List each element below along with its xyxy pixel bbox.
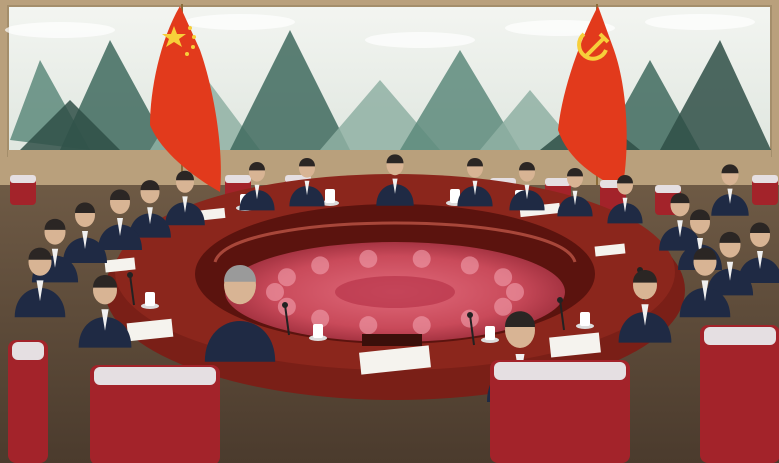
person <box>457 158 493 207</box>
person <box>376 154 414 206</box>
person <box>711 164 749 216</box>
person <box>165 170 205 226</box>
hammer-sickle-icon <box>577 32 610 61</box>
landscape-mural <box>5 5 772 178</box>
person <box>129 180 171 238</box>
participants <box>14 154 779 402</box>
person <box>98 189 142 250</box>
person <box>659 193 701 251</box>
foreground-chairs <box>8 325 779 463</box>
table-items <box>104 189 645 375</box>
person <box>289 158 325 207</box>
person <box>679 247 731 318</box>
person <box>63 202 107 263</box>
national-flag <box>150 4 221 192</box>
person <box>14 247 66 318</box>
star-icon <box>162 26 186 47</box>
person <box>607 175 643 224</box>
party-flag <box>558 4 627 190</box>
person <box>78 275 132 348</box>
person <box>738 222 779 283</box>
person <box>557 168 593 217</box>
person <box>204 265 276 362</box>
person <box>509 162 545 211</box>
person <box>618 270 672 343</box>
person <box>239 162 275 211</box>
